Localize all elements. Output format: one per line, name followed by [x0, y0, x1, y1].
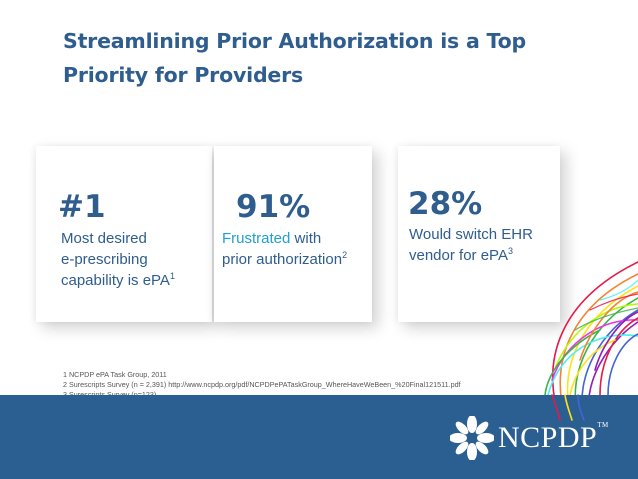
- stat-2-line-2-text: prior authorization: [222, 251, 343, 268]
- stat-1-line-3-text: capability is ePA: [61, 272, 170, 289]
- slide-title: Streamlining Prior Authorization is a To…: [63, 24, 583, 92]
- stat-3-line-2-text: vendor for ePA: [409, 247, 508, 264]
- footnotes: 1 NCPDP ePA Task Group, 2011 2 Surescrip…: [63, 370, 523, 400]
- footnote-2[interactable]: 2 Surescripts Survey (n = 2,391) http://…: [63, 380, 461, 389]
- stat-value-3: 28%: [408, 186, 483, 222]
- footer-bar: [0, 395, 638, 479]
- footnote-3: 3 Surescripts Survey (n=123): [63, 390, 523, 400]
- footnote-ref-2: 2: [342, 250, 348, 260]
- ncpdp-logo: NCPDPTM: [450, 416, 620, 460]
- ncpdp-leaf-icon: [450, 416, 494, 460]
- stat-card-3: [398, 146, 560, 322]
- ncpdp-wordmark: NCPDP: [498, 421, 598, 454]
- stat-2-highlight: Frustrated: [222, 230, 291, 247]
- footnote-ref-1: 1: [169, 271, 175, 281]
- stat-1-line-2: e-prescribing: [61, 251, 148, 268]
- stat-description-3: Would switch EHR vendor for ePA3: [409, 224, 533, 266]
- stat-2-line-1: Frustrated with: [222, 228, 347, 249]
- stat-card-2: [214, 146, 372, 322]
- stat-2-line-1-rest: with: [290, 230, 322, 247]
- stat-2-line-2: prior authorization2: [222, 249, 347, 270]
- stat-1-line-1: Most desired: [61, 230, 147, 247]
- ncpdp-logo-text: NCPDPTM: [498, 420, 609, 456]
- stat-card-1: [36, 146, 212, 322]
- footnote-1: 1 NCPDP ePA Task Group, 2011: [63, 370, 167, 379]
- trademark-mark: TM: [597, 421, 609, 429]
- stat-1-line-3: capability is ePA1: [61, 270, 175, 291]
- slide-title-line-2: Priority for Providers: [63, 63, 304, 87]
- stat-description-1: Most desired e-prescribing capability is…: [61, 228, 175, 291]
- stat-value-2: 91%: [236, 189, 311, 225]
- stat-3-line-1: Would switch EHR: [409, 226, 533, 243]
- stat-value-1: #1: [58, 189, 106, 225]
- footnote-ref-3: 3: [507, 246, 513, 256]
- stat-description-2: Frustrated with prior authorization2: [222, 228, 347, 270]
- stat-3-line-2: vendor for ePA3: [409, 245, 533, 266]
- slide-title-line-1: Streamlining Prior Authorization is a To…: [63, 29, 526, 53]
